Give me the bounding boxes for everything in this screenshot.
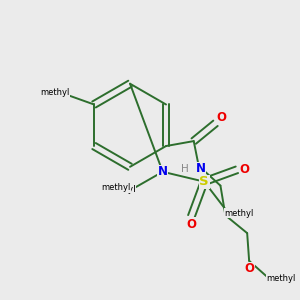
Text: O: O (186, 218, 197, 231)
Text: O: O (240, 163, 250, 176)
Text: methyl: methyl (104, 185, 136, 194)
Text: N: N (158, 165, 168, 178)
Text: methyl: methyl (40, 88, 69, 97)
Text: methyl: methyl (224, 209, 254, 218)
Text: H: H (181, 164, 189, 174)
Text: methyl: methyl (266, 274, 296, 283)
Text: methyl: methyl (101, 183, 131, 192)
Text: O: O (244, 262, 254, 275)
Text: S: S (200, 175, 209, 188)
Text: N: N (196, 162, 206, 175)
Text: O: O (216, 111, 226, 124)
